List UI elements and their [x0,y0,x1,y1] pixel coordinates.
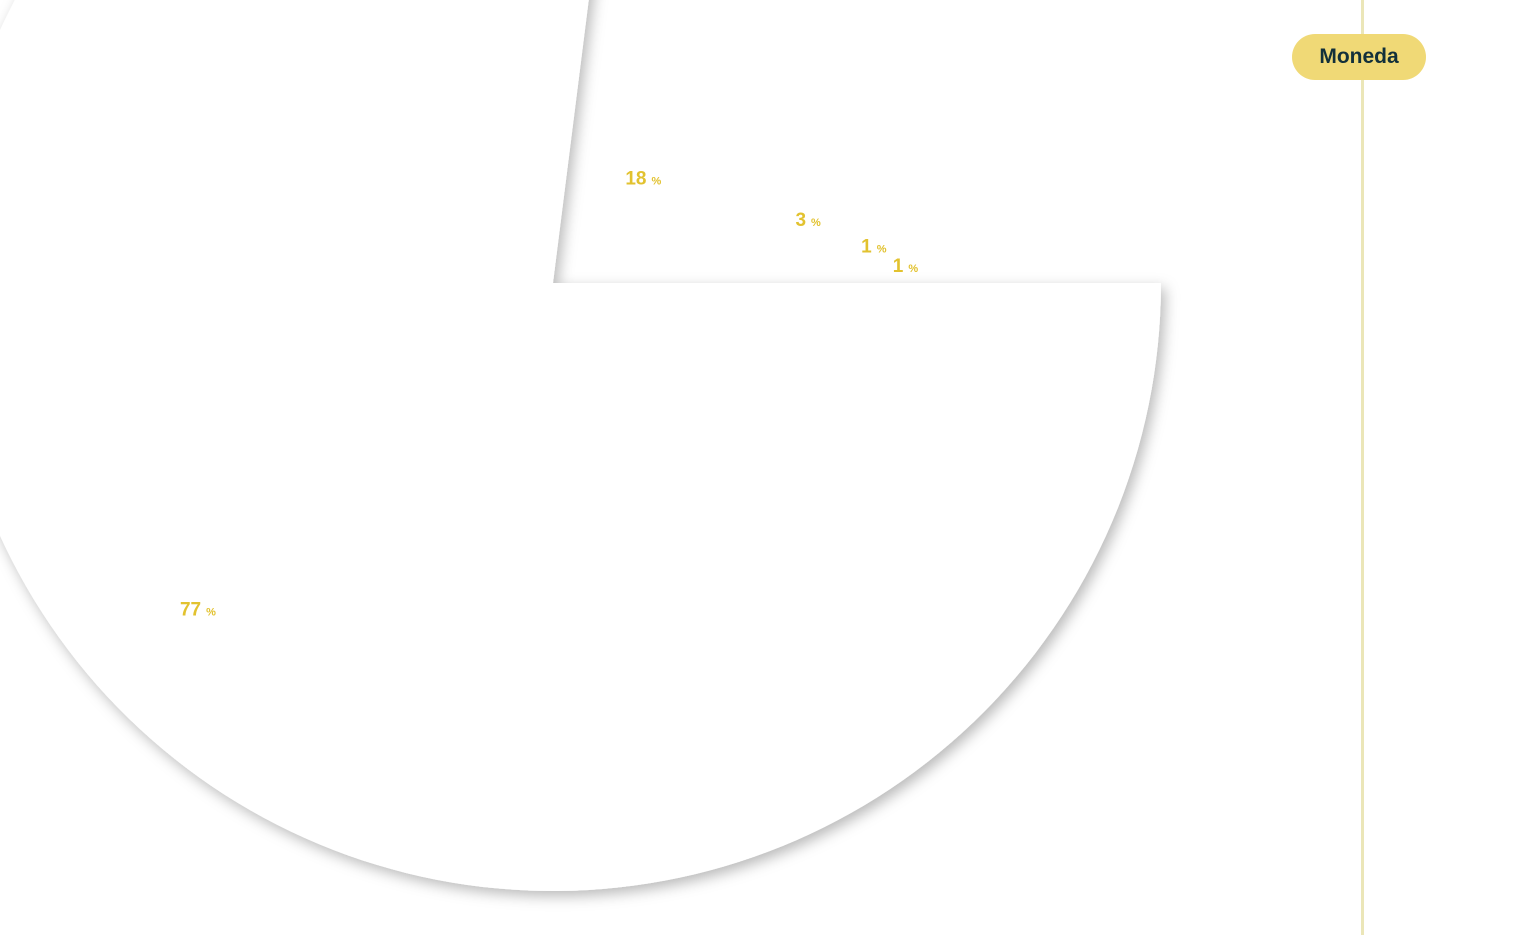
slice-label-0: 77% [180,599,216,620]
legend-divider-line [1361,0,1364,935]
slice-label-4: 1% [893,256,919,277]
slice-label-1: 18% [625,168,661,189]
slice-label-3: 1% [861,237,887,258]
slice-label-2: 3% [795,210,821,231]
pie-slice-0[interactable] [0,0,1161,891]
moneda-button[interactable]: Moneda [1292,34,1426,80]
